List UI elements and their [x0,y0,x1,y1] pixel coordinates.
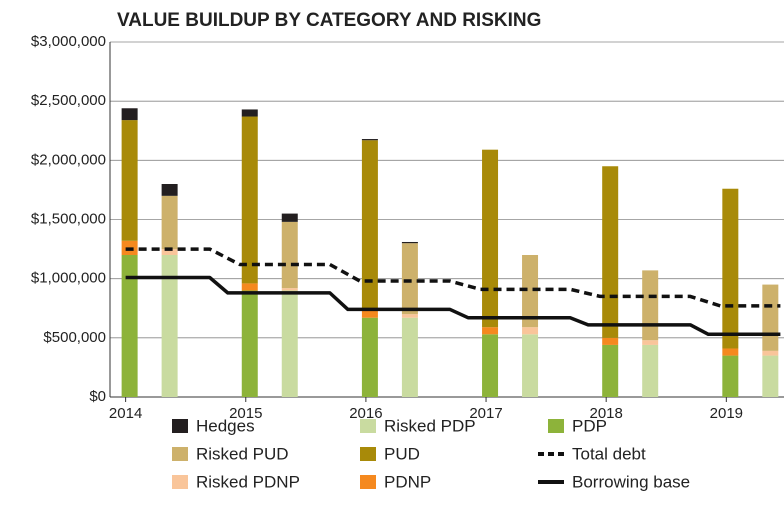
bar-segment [161,184,178,196]
bar-segment [762,350,779,356]
bar-segment [401,314,418,318]
y-tick-label: $1,000,000 [31,270,106,287]
legend-swatch [172,447,188,461]
legend-swatch [172,475,188,489]
bar-segment [361,140,378,311]
bar-segment [161,249,178,255]
bar-segment [642,344,659,397]
bar-segment [161,195,178,250]
legend-label: Borrowing base [572,472,690,491]
bar-segment [522,327,539,335]
bar-segment [281,290,298,397]
legend-swatch [172,419,188,433]
bar-segment [241,283,258,291]
bar-segment [401,317,418,397]
bar-segment [401,243,418,315]
bar-segment [121,108,138,121]
bar-segment [642,340,659,345]
legend-label: Risked PDP [384,416,476,435]
bar-segment [121,120,138,241]
legend-label: Total debt [572,444,646,463]
legend-label: Risked PUD [196,444,289,463]
x-tick-label: 2014 [109,405,142,422]
y-tick-label: $2,500,000 [31,92,106,109]
y-tick-label: $2,000,000 [31,151,106,168]
chart-title: VALUE BUILDUP BY CATEGORY AND RISKING [117,10,541,31]
legend-label: PDNP [384,472,431,491]
bar-segment [762,355,779,397]
bar-segment [361,310,378,318]
bar-segment [722,355,739,397]
legend-swatch [360,419,376,433]
bar-segment [602,344,619,397]
bar-segment [241,109,258,117]
legend-label: PDP [572,416,607,435]
bar-segment [602,166,619,338]
legend-label: Risked PDNP [196,472,300,491]
legend-swatch [548,419,564,433]
x-tick-label: 2016 [349,405,382,422]
bar-segment [722,348,739,356]
bar-segment [642,270,659,341]
y-tick-label: $0 [89,388,106,405]
line-series [125,247,781,308]
bar-segment [241,290,258,397]
bar-segment [361,139,378,141]
bar-segment [361,317,378,397]
x-tick-label: 2015 [229,405,262,422]
x-tick-label: 2017 [469,405,502,422]
legend-label: PUD [384,444,420,463]
bar-segment [281,213,298,222]
bar-segment [401,241,418,244]
legend-swatch [360,475,376,489]
bar-segment [522,334,539,397]
bar-segment [602,337,619,345]
bar-segment [522,255,539,328]
bar-segment [281,221,298,289]
bar-segment [482,149,499,328]
bar-segment [121,255,138,397]
bar-segment [241,116,258,284]
bar-segment [482,334,499,397]
bar-segment [161,255,178,397]
x-tick-label: 2018 [590,405,623,422]
bar-segment [482,327,499,335]
x-tick-label: 2019 [710,405,743,422]
bar-segment [762,284,779,351]
bar-segment [722,188,739,349]
bar-segment [281,288,298,291]
legend-swatch [360,447,376,461]
line-series [125,275,781,337]
y-tick-label: $500,000 [43,329,106,346]
legend-label: Hedges [196,416,255,435]
y-tick-label: $3,000,000 [31,33,106,50]
y-tick-label: $1,500,000 [31,210,106,227]
